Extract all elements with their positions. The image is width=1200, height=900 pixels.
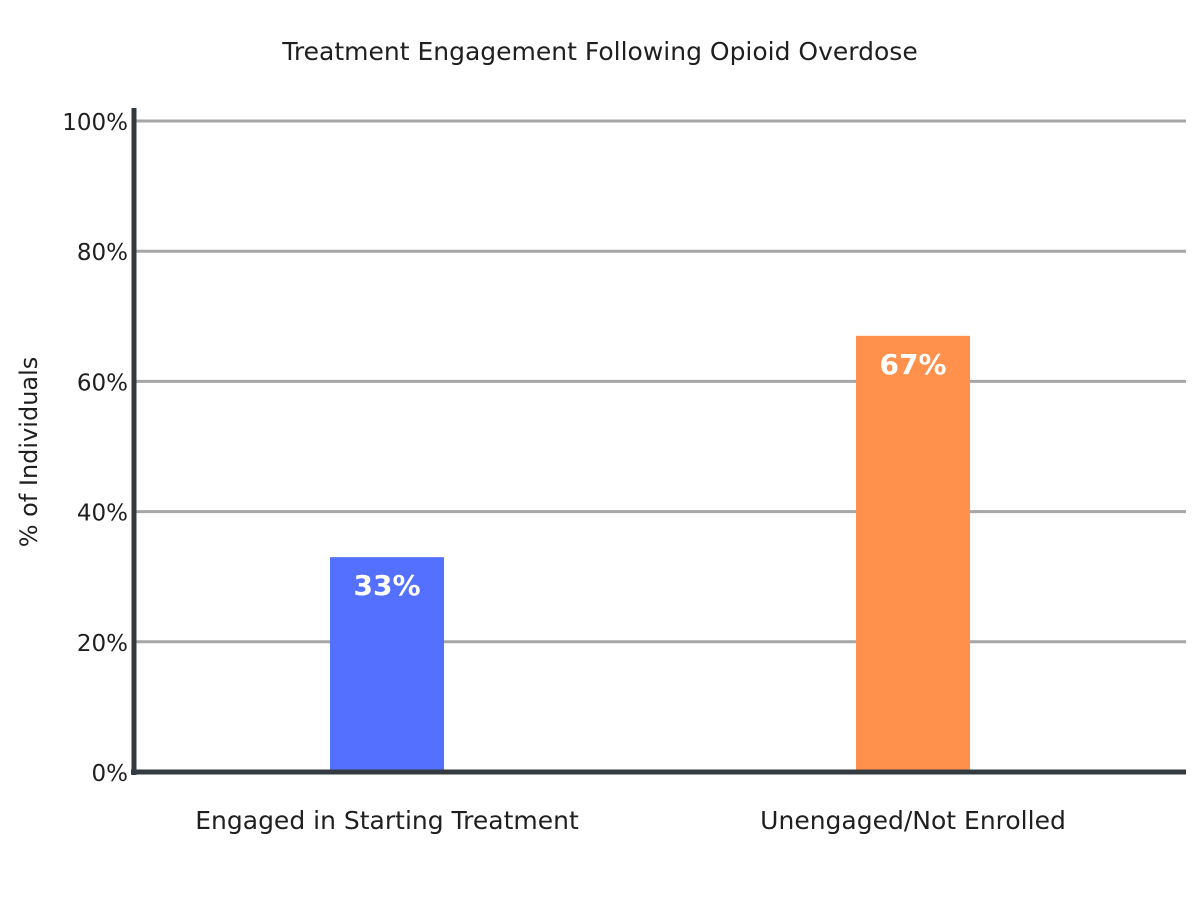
y-tick-label: 60% (77, 370, 128, 396)
bar-value-label: 67% (879, 348, 946, 381)
bar (330, 557, 444, 772)
x-tick-labels: Engaged in Starting Treatment Unengaged/N… (195, 806, 1066, 835)
y-tick-label: 20% (77, 631, 128, 657)
gridlines (134, 119, 1186, 644)
bar-value-label: 33% (353, 569, 420, 602)
bars: 33% 67% (330, 335, 970, 772)
y-tick-labels: 0% 20% 40% 60% 80% 100% (62, 110, 128, 787)
chart-title: Treatment Engagement Following Opioid Ov… (281, 37, 917, 66)
y-tick-label: 100% (62, 110, 128, 136)
y-axis-label: % of Individuals (15, 357, 43, 548)
x-tick-label: Engaged in Starting Treatment (195, 806, 579, 835)
axes (131, 108, 1186, 775)
y-tick-label: 80% (77, 240, 128, 266)
y-tick-label: 0% (92, 761, 129, 787)
x-tick-label: Unengaged/Not Enrolled (760, 806, 1066, 835)
bar (856, 335, 970, 772)
y-tick-label: 40% (77, 501, 128, 527)
